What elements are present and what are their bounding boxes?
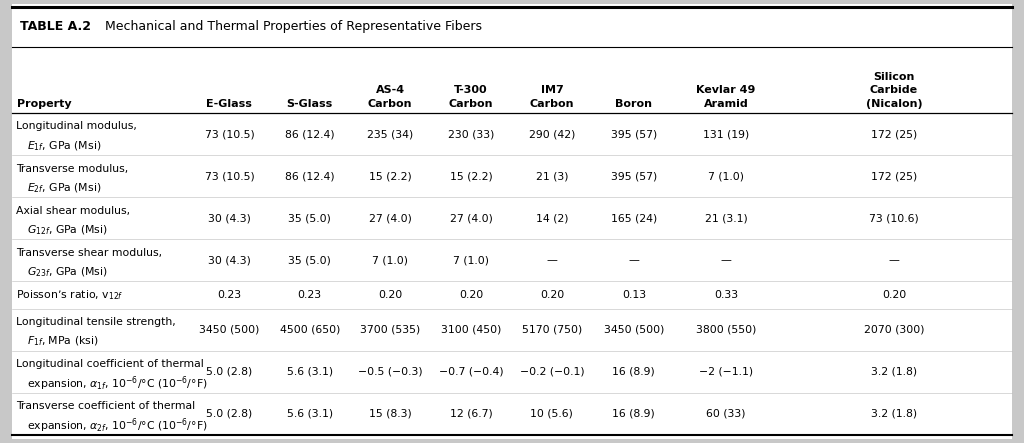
Text: —: — (889, 255, 899, 265)
Text: 235 (34): 235 (34) (367, 129, 414, 139)
Text: 10 (5.6): 10 (5.6) (530, 409, 573, 419)
Text: expansion, $\alpha_{2f}$, 10$^{-6}$/°C (10$^{-6}$/°F): expansion, $\alpha_{2f}$, 10$^{-6}$/°C (… (27, 416, 207, 435)
Text: 172 (25): 172 (25) (870, 171, 918, 181)
Text: 395 (57): 395 (57) (610, 129, 657, 139)
Text: Kevlar 49: Kevlar 49 (696, 85, 756, 95)
Text: 0.33: 0.33 (714, 290, 738, 300)
Text: 12 (6.7): 12 (6.7) (450, 409, 493, 419)
Text: 3.2 (1.8): 3.2 (1.8) (870, 409, 918, 419)
Text: —: — (629, 255, 639, 265)
Text: −0.2 (−0.1): −0.2 (−0.1) (519, 367, 585, 377)
Text: 5.0 (2.8): 5.0 (2.8) (206, 409, 253, 419)
Text: 27 (4.0): 27 (4.0) (369, 213, 412, 223)
Text: 5.0 (2.8): 5.0 (2.8) (206, 367, 253, 377)
Text: E-Glass: E-Glass (207, 98, 252, 109)
Text: 35 (5.0): 35 (5.0) (289, 255, 331, 265)
Text: S-Glass: S-Glass (287, 98, 333, 109)
Text: 0.13: 0.13 (622, 290, 646, 300)
Text: 7 (1.0): 7 (1.0) (453, 255, 489, 265)
Text: Carbon: Carbon (529, 98, 574, 109)
Text: 5170 (750): 5170 (750) (522, 325, 582, 335)
Text: Carbon: Carbon (368, 98, 413, 109)
Text: Transverse shear modulus,: Transverse shear modulus, (16, 248, 163, 258)
Text: 3450 (500): 3450 (500) (200, 325, 259, 335)
Text: Silicon: Silicon (873, 72, 914, 82)
Text: −2 (−1.1): −2 (−1.1) (699, 367, 753, 377)
Text: Axial shear modulus,: Axial shear modulus, (16, 206, 130, 216)
Text: 21 (3.1): 21 (3.1) (705, 213, 748, 223)
Text: Carbon: Carbon (449, 98, 494, 109)
Text: T-300: T-300 (455, 85, 487, 95)
Text: 7 (1.0): 7 (1.0) (372, 255, 409, 265)
Text: Longitudinal tensile strength,: Longitudinal tensile strength, (16, 317, 176, 327)
Text: 73 (10.6): 73 (10.6) (869, 213, 919, 223)
Text: 14 (2): 14 (2) (536, 213, 568, 223)
Text: 131 (19): 131 (19) (702, 129, 750, 139)
Text: 16 (8.9): 16 (8.9) (612, 367, 655, 377)
Text: 3.2 (1.8): 3.2 (1.8) (870, 367, 918, 377)
Text: 0.20: 0.20 (882, 290, 906, 300)
Text: 290 (42): 290 (42) (528, 129, 575, 139)
Text: TABLE A.2: TABLE A.2 (20, 20, 91, 33)
Text: 35 (5.0): 35 (5.0) (289, 213, 331, 223)
Text: 3700 (535): 3700 (535) (360, 325, 420, 335)
Text: 86 (12.4): 86 (12.4) (285, 129, 335, 139)
Text: 21 (3): 21 (3) (536, 171, 568, 181)
Text: 0.20: 0.20 (540, 290, 564, 300)
Text: 73 (10.5): 73 (10.5) (205, 171, 254, 181)
Text: 15 (2.2): 15 (2.2) (450, 171, 493, 181)
Text: (Nicalon): (Nicalon) (865, 98, 923, 109)
Text: 5.6 (3.1): 5.6 (3.1) (287, 409, 333, 419)
Text: 3100 (450): 3100 (450) (441, 325, 501, 335)
Text: 165 (24): 165 (24) (610, 213, 657, 223)
Text: 0.23: 0.23 (217, 290, 242, 300)
Text: Aramid: Aramid (703, 98, 749, 109)
Text: Longitudinal modulus,: Longitudinal modulus, (16, 121, 137, 132)
Text: 5.6 (3.1): 5.6 (3.1) (287, 367, 333, 377)
Text: 15 (2.2): 15 (2.2) (369, 171, 412, 181)
Text: 7 (1.0): 7 (1.0) (708, 171, 744, 181)
Text: $F_{1f}$, MPa (ksi): $F_{1f}$, MPa (ksi) (27, 335, 98, 348)
Text: 2070 (300): 2070 (300) (863, 325, 925, 335)
Text: 4500 (650): 4500 (650) (280, 325, 340, 335)
Text: $E_{2f}$, GPa (Msi): $E_{2f}$, GPa (Msi) (27, 181, 101, 195)
Text: Transverse coefficient of thermal: Transverse coefficient of thermal (16, 401, 196, 412)
Text: 30 (4.3): 30 (4.3) (208, 255, 251, 265)
Text: 73 (10.5): 73 (10.5) (205, 129, 254, 139)
Text: 30 (4.3): 30 (4.3) (208, 213, 251, 223)
Text: 0.20: 0.20 (378, 290, 402, 300)
Text: Longitudinal coefficient of thermal: Longitudinal coefficient of thermal (16, 359, 204, 369)
Text: −0.5 (−0.3): −0.5 (−0.3) (357, 367, 423, 377)
Text: —: — (721, 255, 731, 265)
Text: −0.7 (−0.4): −0.7 (−0.4) (438, 367, 504, 377)
Text: Property: Property (17, 98, 72, 109)
Text: 60 (33): 60 (33) (707, 409, 745, 419)
Text: 0.23: 0.23 (298, 290, 322, 300)
Text: 16 (8.9): 16 (8.9) (612, 409, 655, 419)
Text: Transverse modulus,: Transverse modulus, (16, 163, 129, 174)
Text: Poisson’s ratio, $\mathrm{v}_{12f}$: Poisson’s ratio, $\mathrm{v}_{12f}$ (16, 288, 124, 302)
Text: 230 (33): 230 (33) (447, 129, 495, 139)
Text: 3800 (550): 3800 (550) (696, 325, 756, 335)
Text: 15 (8.3): 15 (8.3) (369, 409, 412, 419)
Text: Mechanical and Thermal Properties of Representative Fibers: Mechanical and Thermal Properties of Rep… (97, 20, 482, 33)
Text: 395 (57): 395 (57) (610, 171, 657, 181)
Text: IM7: IM7 (541, 85, 563, 95)
Text: $G_{23f}$, GPa (Msi): $G_{23f}$, GPa (Msi) (27, 265, 108, 279)
Text: Boron: Boron (615, 98, 652, 109)
Text: 3450 (500): 3450 (500) (604, 325, 664, 335)
Text: 172 (25): 172 (25) (870, 129, 918, 139)
Text: expansion, $\alpha_{1f}$, 10$^{-6}$/°C (10$^{-6}$/°F): expansion, $\alpha_{1f}$, 10$^{-6}$/°C (… (27, 374, 207, 393)
Text: 27 (4.0): 27 (4.0) (450, 213, 493, 223)
Text: 86 (12.4): 86 (12.4) (285, 171, 335, 181)
Text: Carbide: Carbide (870, 85, 918, 95)
Text: $E_{1f}$, GPa (Msi): $E_{1f}$, GPa (Msi) (27, 139, 101, 152)
Text: AS-4: AS-4 (376, 85, 404, 95)
Text: $G_{12f}$, GPa (Msi): $G_{12f}$, GPa (Msi) (27, 223, 108, 237)
Text: —: — (547, 255, 557, 265)
Text: 0.20: 0.20 (459, 290, 483, 300)
